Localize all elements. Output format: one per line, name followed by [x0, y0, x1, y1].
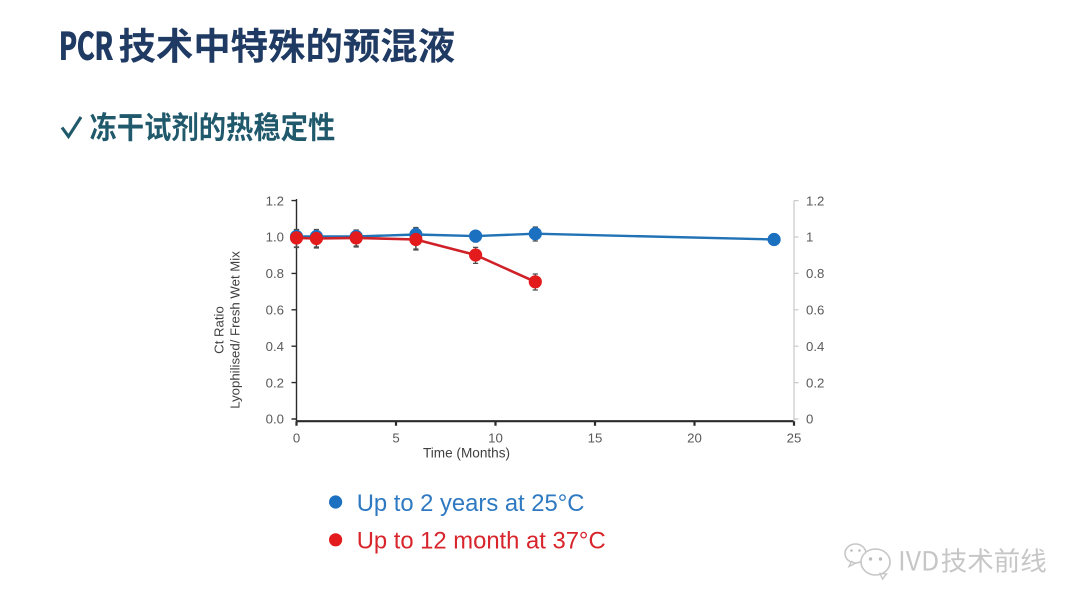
svg-text:1: 1	[806, 230, 813, 245]
svg-text:0.6: 0.6	[266, 303, 284, 318]
svg-text:20: 20	[687, 431, 702, 446]
svg-text:Up to 12 month at 37°C: Up to 12 month at 37°C	[357, 527, 606, 554]
svg-text:Lyophilised/ Fresh Wet Mix: Lyophilised/ Fresh Wet Mix	[227, 251, 242, 409]
svg-text:1.0: 1.0	[266, 230, 284, 245]
svg-text:0.4: 0.4	[806, 339, 824, 354]
svg-text:Up to 2 years at 25°C: Up to 2 years at 25°C	[357, 490, 585, 517]
svg-text:1.2: 1.2	[806, 193, 824, 208]
svg-text:1.2: 1.2	[266, 193, 284, 208]
svg-text:0.0: 0.0	[266, 412, 284, 427]
svg-text:0.4: 0.4	[266, 339, 284, 354]
svg-text:0: 0	[293, 431, 300, 446]
svg-text:10: 10	[488, 431, 503, 446]
svg-text:25: 25	[787, 431, 802, 446]
svg-text:0.2: 0.2	[806, 375, 824, 390]
svg-text:5: 5	[392, 431, 399, 446]
svg-text:0.6: 0.6	[806, 303, 824, 318]
svg-text:0.2: 0.2	[266, 375, 284, 390]
svg-text:0: 0	[806, 412, 813, 427]
svg-text:Ct Ratio: Ct Ratio	[212, 306, 227, 354]
svg-text:0.8: 0.8	[806, 266, 824, 281]
svg-text:15: 15	[588, 431, 603, 446]
svg-text:Time (Months): Time (Months)	[423, 446, 510, 461]
svg-text:0.8: 0.8	[266, 266, 284, 281]
